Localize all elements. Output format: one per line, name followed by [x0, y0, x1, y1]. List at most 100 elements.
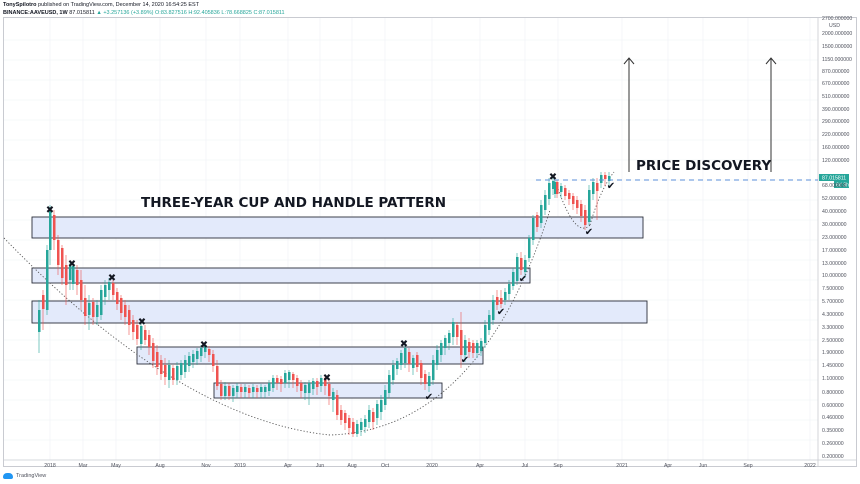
check-icon: ✔ [607, 181, 615, 192]
zone-4 [136, 346, 484, 365]
svg-text:Sep: Sep [553, 463, 562, 469]
svg-text:10.000000: 10.000000 [822, 273, 847, 279]
svg-text:670.000000: 670.000000 [822, 81, 850, 87]
svg-text:Sep: Sep [743, 463, 752, 469]
svg-text:2020: 2020 [426, 463, 438, 469]
svg-text:Apr: Apr [476, 463, 484, 469]
svg-text:13.000000: 13.000000 [822, 261, 847, 267]
svg-text:0.600000: 0.600000 [822, 403, 844, 409]
svg-text:Nov: Nov [201, 463, 211, 469]
x-mark-icon: ✖ [46, 205, 54, 216]
x-mark-icon: ✖ [108, 273, 116, 284]
candles [38, 172, 611, 437]
svg-text:2021: 2021 [616, 463, 628, 469]
svg-text:2022: 2022 [804, 463, 816, 469]
x-mark-icon: ✖ [549, 172, 557, 183]
svg-text:510.000000: 510.000000 [822, 94, 850, 100]
svg-text:USD: USD [829, 23, 840, 29]
price-discovery-arrows [623, 57, 777, 172]
svg-text:0.200000: 0.200000 [822, 454, 844, 460]
brand-name: TradingView [16, 473, 47, 479]
svg-text:17.000000: 17.000000 [822, 248, 847, 254]
low-value: L:78.668825 [221, 10, 252, 16]
rejection-marks: ✖ ✖ ✖ ✖ ✖ ✖ ✖ ✖ [46, 172, 557, 384]
price-discovery-label: PRICE DISCOVERY [636, 158, 771, 174]
svg-text:290.000000: 290.000000 [822, 119, 850, 125]
breakout-checks: ✔ ✔ ✔ ✔ ✔ ✔ [425, 181, 615, 403]
countdown-badge [834, 181, 849, 188]
x-mark-icon: ✖ [400, 339, 408, 350]
svg-text:7.500000: 7.500000 [822, 286, 844, 292]
price-change: +3.257136 (+3.89%) [103, 10, 154, 16]
svg-text:4.300000: 4.300000 [822, 312, 844, 318]
svg-text:120.000000: 120.000000 [822, 158, 850, 164]
svg-text:23.000000: 23.000000 [822, 235, 847, 241]
svg-text:1.900000: 1.900000 [822, 350, 844, 356]
zone-1 [31, 216, 644, 239]
svg-text:2000.000000: 2000.000000 [822, 31, 852, 37]
last-price: 87.015811 [69, 10, 95, 16]
handle-curve-left [555, 182, 591, 229]
tradingview-logo-icon [3, 473, 13, 479]
high-value: H:92.405836 [188, 10, 220, 16]
chart-frame[interactable] [3, 17, 857, 467]
symbol-label[interactable]: BINANCE:AAVEUSD, 1W [3, 10, 68, 16]
svg-text:2018: 2018 [44, 463, 56, 469]
check-icon: ✔ [497, 307, 505, 318]
svg-text:5.700000: 5.700000 [822, 299, 844, 305]
svg-text:0.260000: 0.260000 [822, 441, 844, 447]
publish-info: published on TradingView.com, December 1… [38, 2, 200, 8]
svg-text:3.300000: 3.300000 [822, 325, 844, 331]
footer-branding[interactable]: TradingView [3, 473, 46, 479]
check-icon: ✔ [585, 227, 593, 238]
svg-text:1500.000000: 1500.000000 [822, 44, 852, 50]
svg-text:Jun: Jun [316, 463, 324, 469]
x-mark-icon: ✖ [323, 373, 331, 384]
svg-text:0.350000: 0.350000 [822, 428, 844, 434]
author-name[interactable]: TonySpilotro [3, 2, 37, 8]
time-axis[interactable]: 2018 Mar May Aug Nov 2019 Apr Jun Aug Oc… [44, 463, 816, 469]
svg-text:1150.000000: 1150.000000 [822, 57, 852, 63]
svg-text:Apr: Apr [664, 463, 672, 469]
svg-text:40.000000: 40.000000 [822, 209, 847, 215]
svg-text:68.000000: 68.000000 [822, 183, 847, 189]
svg-text:160.000000: 160.000000 [822, 145, 850, 151]
x-mark-icon: ✖ [68, 259, 76, 270]
svg-text:30.000000: 30.000000 [822, 222, 847, 228]
svg-text:6d 3h: 6d 3h [836, 183, 849, 189]
price-axis[interactable]: 2700.000000 USD 2000.000000 1500.000000 … [822, 16, 852, 460]
x-mark-icon: ✖ [138, 317, 146, 328]
svg-text:Jun: Jun [699, 463, 707, 469]
svg-text:220.000000: 220.000000 [822, 132, 850, 138]
svg-text:1.450000: 1.450000 [822, 363, 844, 369]
svg-text:Apr: Apr [284, 463, 292, 469]
svg-text:390.000000: 390.000000 [822, 107, 850, 113]
x-mark-icon: ✖ [200, 340, 208, 351]
svg-text:2019: 2019 [234, 463, 246, 469]
check-icon: ✔ [519, 274, 527, 285]
svg-text:2700.000000: 2700.000000 [822, 16, 852, 22]
last-price-badge [819, 174, 849, 181]
check-icon: ✔ [425, 392, 433, 403]
svg-text:Aug: Aug [347, 463, 356, 469]
svg-text:1.100000: 1.100000 [822, 376, 844, 382]
svg-text:May: May [111, 463, 121, 469]
svg-text:0.800000: 0.800000 [822, 390, 844, 396]
svg-text:0.460000: 0.460000 [822, 415, 844, 421]
open-value: O:83.827516 [155, 10, 187, 16]
svg-text:Oct: Oct [381, 463, 390, 469]
zone-2 [31, 267, 531, 284]
svg-text:52.000000: 52.000000 [822, 196, 847, 202]
svg-text:Jul: Jul [522, 463, 529, 469]
svg-text:870.000000: 870.000000 [822, 69, 850, 75]
svg-text:Aug: Aug [155, 463, 164, 469]
cup-curve [3, 209, 551, 436]
svg-text:2.500000: 2.500000 [822, 338, 844, 344]
svg-text:87.015811: 87.015811 [822, 176, 846, 182]
up-arrow-icon: ▲ [96, 10, 102, 16]
svg-text:Mar: Mar [79, 463, 88, 469]
handle-curve-right [589, 171, 615, 226]
chart-header: TonySpilotro published on TradingView.co… [3, 1, 285, 17]
